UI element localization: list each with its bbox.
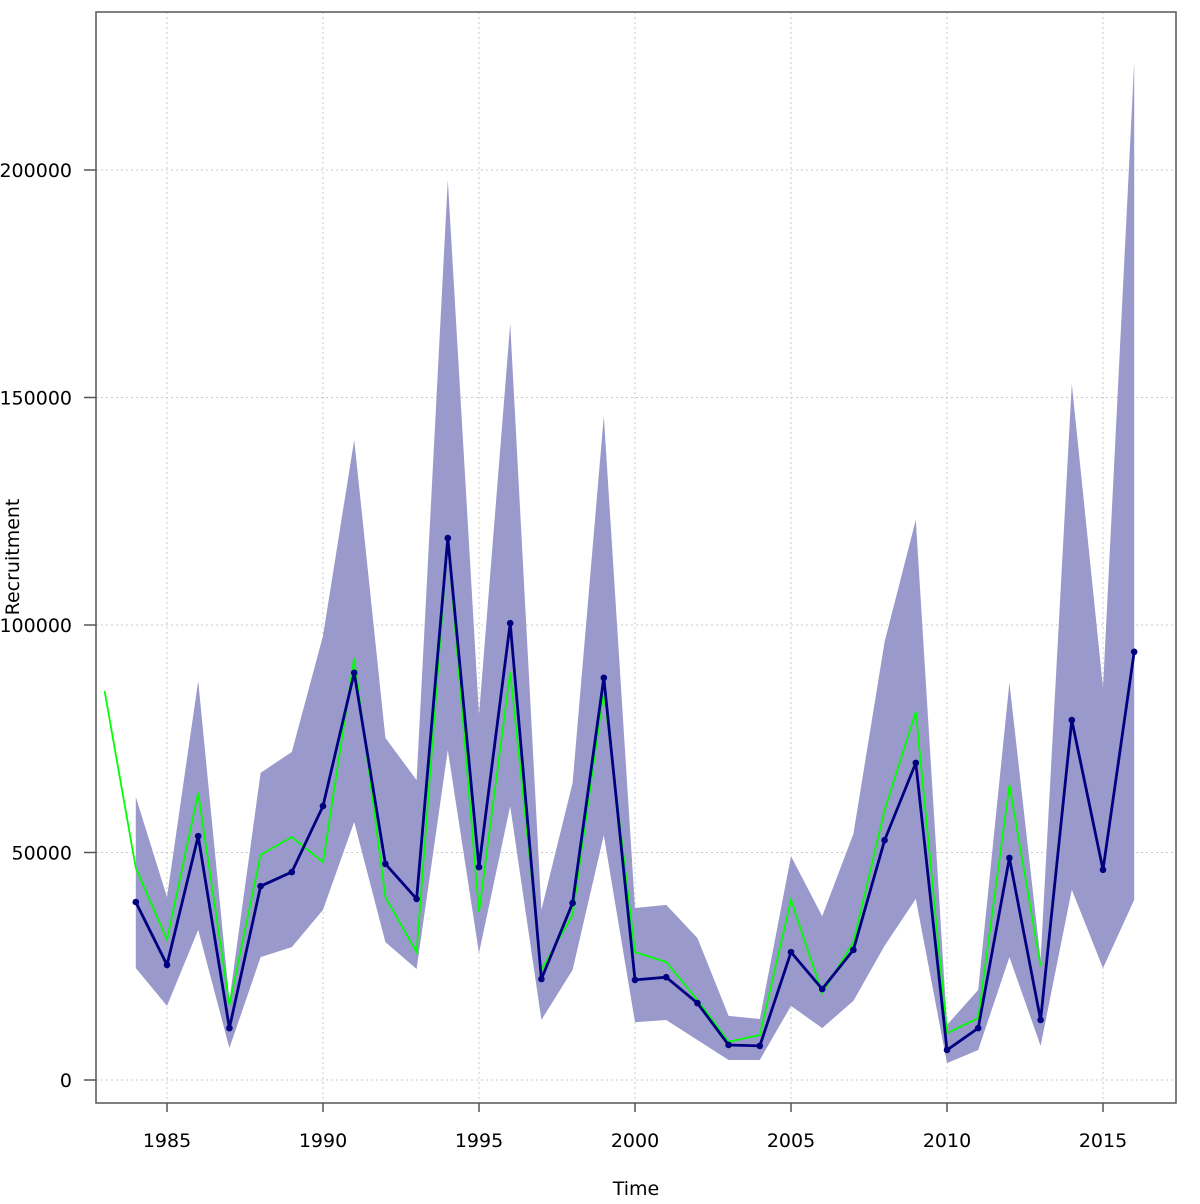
estimate-point (413, 895, 420, 903)
x-axis-label: Time (612, 1178, 660, 1200)
x-tick-label: 1995 (455, 1130, 503, 1152)
series-lines (103, 534, 1138, 1054)
estimate-point (850, 946, 857, 954)
estimate-point (787, 948, 795, 956)
x-tick-label: 2000 (611, 1130, 659, 1152)
estimate-point (1006, 854, 1013, 862)
estimate-point (132, 898, 140, 906)
estimate-point (1037, 1016, 1044, 1024)
y-tick-label: 200000 (0, 160, 72, 182)
grid (96, 12, 1176, 1103)
estimate-point (631, 976, 639, 984)
estimate-point (1130, 648, 1138, 656)
y-tick-label: 50000 (12, 843, 72, 865)
estimate-point (912, 759, 920, 767)
estimate-point (257, 882, 264, 890)
estimate-point (974, 1024, 982, 1032)
estimate-point (881, 836, 888, 844)
estimate-point (350, 669, 358, 677)
estimate-point (725, 1041, 732, 1049)
observed-line (103, 539, 1042, 1043)
x-tick-label: 2015 (1079, 1130, 1127, 1152)
estimate-point (288, 868, 296, 876)
estimate-point (319, 802, 327, 810)
y-tick-label: 0 (60, 1070, 72, 1092)
estimate-point (194, 832, 202, 840)
estimate-point (569, 899, 576, 907)
estimate-point (756, 1042, 764, 1050)
x-tick-label: 2005 (767, 1130, 815, 1152)
estimate-point (694, 999, 701, 1007)
y-axis-label: Recruitment (2, 499, 24, 616)
plot-frame (95, 11, 1177, 1104)
estimate-point (444, 534, 452, 542)
estimate-point (818, 985, 826, 993)
y-tick-label: 100000 (0, 615, 72, 637)
y-tick-label: 150000 (0, 388, 72, 410)
estimate-point (1099, 866, 1107, 874)
estimate-point (382, 860, 389, 868)
estimate-point (538, 975, 545, 983)
x-tick-label: 1985 (143, 1130, 191, 1152)
estimate-point (1068, 716, 1076, 724)
y-axis: 0 50000 100000 150000 200000 (0, 160, 96, 1092)
estimate-point (943, 1046, 951, 1054)
x-tick-label: 2010 (923, 1130, 971, 1152)
estimate-point (163, 961, 171, 969)
estimate-point (226, 1024, 233, 1032)
x-axis: 1985 1990 1995 2000 2005 2010 2015 (143, 1103, 1127, 1152)
estimate-point (662, 973, 670, 981)
estimate-point (600, 674, 608, 682)
estimate-point (506, 619, 514, 627)
x-tick-label: 1990 (299, 1130, 347, 1152)
estimate-point (475, 863, 483, 871)
